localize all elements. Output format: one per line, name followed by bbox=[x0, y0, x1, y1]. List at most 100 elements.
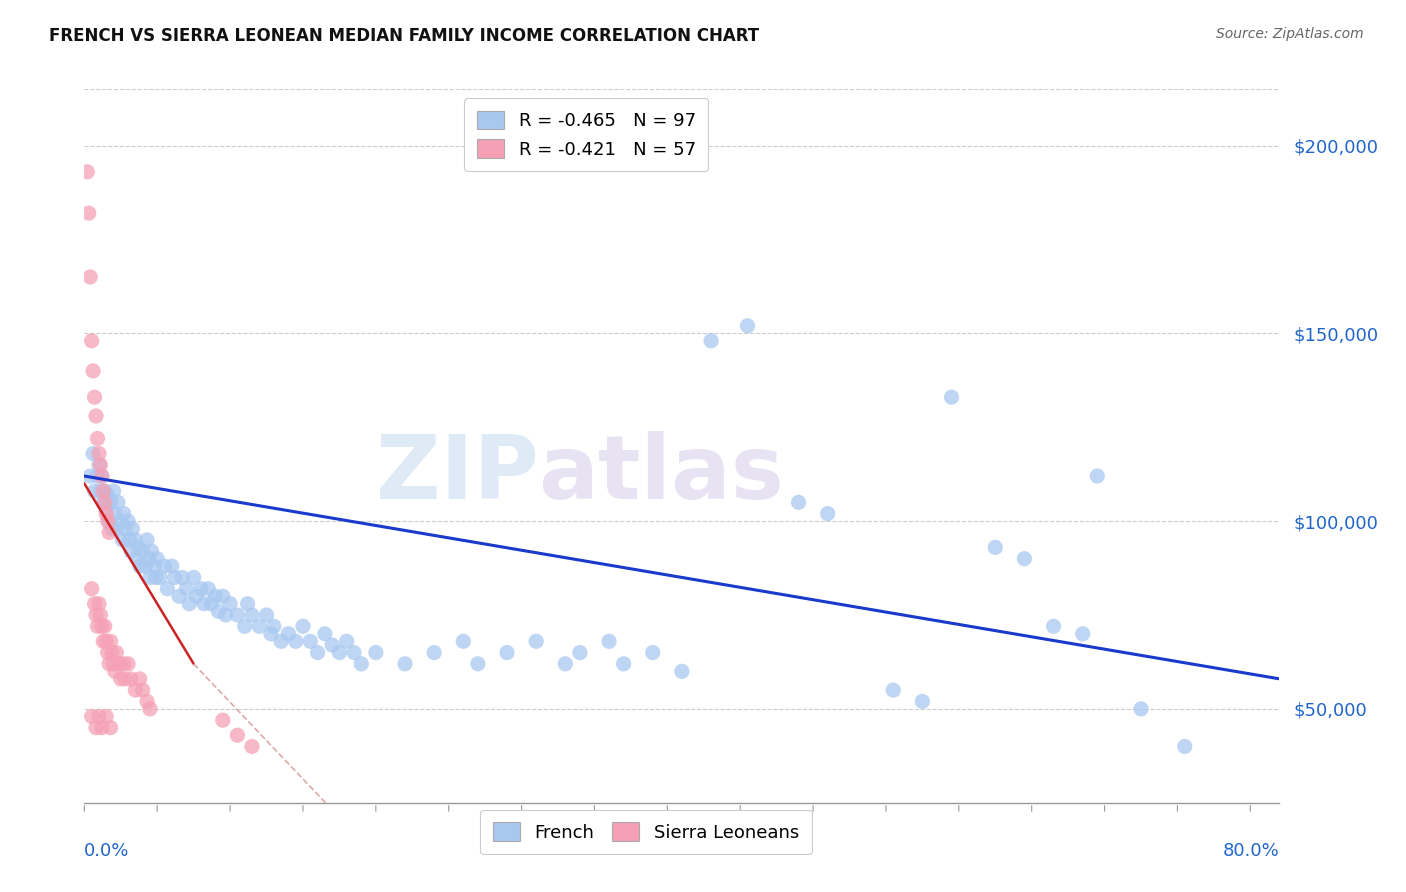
Point bbox=[138, 551, 160, 566]
Point bbox=[100, 495, 122, 509]
Point bbox=[1014, 551, 1036, 566]
Point bbox=[80, 582, 103, 596]
Point bbox=[787, 495, 810, 509]
Point bbox=[97, 646, 120, 660]
Point bbox=[96, 634, 118, 648]
Point bbox=[97, 488, 120, 502]
Point bbox=[104, 507, 127, 521]
Point bbox=[91, 495, 114, 509]
Point bbox=[103, 484, 125, 499]
Point bbox=[247, 619, 270, 633]
Text: atlas: atlas bbox=[538, 431, 785, 518]
Point bbox=[90, 469, 112, 483]
Point bbox=[156, 582, 179, 596]
Point bbox=[84, 721, 107, 735]
Point bbox=[105, 646, 128, 660]
Point bbox=[496, 646, 519, 660]
Point bbox=[96, 709, 118, 723]
Point bbox=[160, 559, 183, 574]
Point bbox=[124, 533, 146, 547]
Point bbox=[190, 582, 212, 596]
Point bbox=[104, 665, 127, 679]
Point bbox=[328, 646, 350, 660]
Point bbox=[83, 597, 105, 611]
Point bbox=[100, 634, 122, 648]
Point bbox=[1174, 739, 1197, 754]
Point bbox=[256, 607, 278, 622]
Point bbox=[103, 657, 125, 671]
Point bbox=[984, 541, 1007, 555]
Point bbox=[127, 541, 149, 555]
Point bbox=[263, 619, 285, 633]
Point bbox=[128, 559, 150, 574]
Point bbox=[136, 533, 159, 547]
Point bbox=[321, 638, 343, 652]
Point bbox=[89, 607, 111, 622]
Point bbox=[314, 627, 336, 641]
Point bbox=[120, 672, 142, 686]
Point bbox=[125, 551, 148, 566]
Point bbox=[207, 604, 229, 618]
Point bbox=[453, 634, 475, 648]
Point bbox=[200, 597, 222, 611]
Point bbox=[139, 702, 162, 716]
Point bbox=[236, 597, 259, 611]
Point bbox=[270, 634, 292, 648]
Point bbox=[1042, 619, 1064, 633]
Point bbox=[94, 619, 117, 633]
Point bbox=[554, 657, 576, 671]
Point bbox=[131, 683, 153, 698]
Point bbox=[110, 672, 132, 686]
Point bbox=[179, 597, 201, 611]
Point bbox=[90, 721, 112, 735]
Point bbox=[124, 683, 146, 698]
Point bbox=[108, 657, 131, 671]
Point bbox=[197, 582, 219, 596]
Point bbox=[83, 390, 105, 404]
Point bbox=[1085, 469, 1108, 483]
Point bbox=[76, 165, 98, 179]
Point bbox=[394, 657, 416, 671]
Point bbox=[83, 484, 105, 499]
Point bbox=[613, 657, 636, 671]
Point bbox=[121, 522, 143, 536]
Point bbox=[79, 270, 101, 285]
Point bbox=[89, 484, 111, 499]
Point bbox=[149, 570, 172, 584]
Point bbox=[941, 390, 963, 404]
Point bbox=[153, 559, 176, 574]
Point bbox=[882, 683, 904, 698]
Point bbox=[111, 533, 134, 547]
Point bbox=[82, 364, 104, 378]
Point bbox=[96, 507, 118, 521]
Text: ZIP: ZIP bbox=[375, 431, 538, 518]
Point bbox=[167, 589, 190, 603]
Point bbox=[96, 503, 118, 517]
Point bbox=[110, 514, 132, 528]
Point bbox=[598, 634, 620, 648]
Point bbox=[84, 607, 107, 622]
Point bbox=[170, 570, 193, 584]
Point bbox=[98, 514, 121, 528]
Point bbox=[114, 522, 136, 536]
Point bbox=[226, 607, 249, 622]
Point bbox=[97, 514, 120, 528]
Point bbox=[112, 657, 135, 671]
Point bbox=[641, 646, 664, 660]
Point bbox=[183, 570, 205, 584]
Point bbox=[146, 551, 169, 566]
Text: 80.0%: 80.0% bbox=[1223, 842, 1279, 860]
Point bbox=[90, 469, 112, 483]
Point bbox=[186, 589, 208, 603]
Point bbox=[176, 582, 198, 596]
Point bbox=[423, 646, 446, 660]
Point bbox=[117, 657, 139, 671]
Point bbox=[135, 559, 157, 574]
Point bbox=[82, 446, 104, 460]
Point bbox=[524, 634, 547, 648]
Point bbox=[117, 514, 139, 528]
Point bbox=[86, 432, 108, 446]
Point bbox=[343, 646, 366, 660]
Point bbox=[671, 665, 693, 679]
Point bbox=[79, 469, 101, 483]
